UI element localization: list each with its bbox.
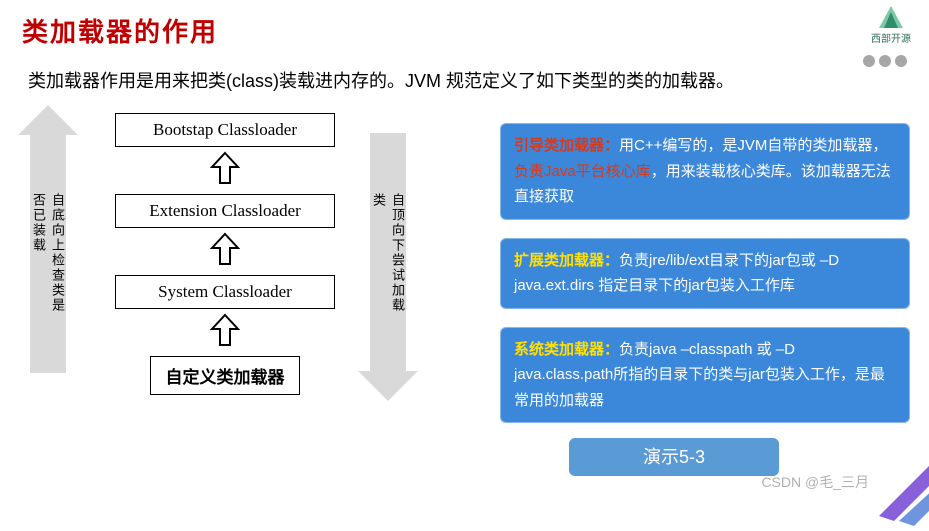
corner-decoration — [859, 446, 929, 526]
box-extension: Extension Classloader — [115, 194, 335, 228]
up-arrow-icon — [110, 313, 340, 352]
classloader-diagram: 自底向上检查类是否已装载 自顶向下尝试加载类 Bootstap Classloa… — [30, 113, 480, 403]
arrow-up: 自底向上检查类是否已装载 — [30, 133, 66, 373]
info-system: 系统类加载器：负责java –classpath 或 –D java.class… — [500, 327, 910, 424]
arrow-down: 自顶向下尝试加载类 — [370, 133, 406, 373]
demo-button[interactable]: 演示5-3 — [569, 438, 779, 476]
watermark: CSDN @毛_三月 — [761, 472, 869, 492]
box-bootstrap: Bootstap Classloader — [115, 113, 335, 147]
arrow-up-label: 自底向上检查类是否已装载 — [29, 193, 67, 313]
intro-text: 类加载器作用是用来把类(class)装载进内存的。JVM 规范定义了如下类型的类… — [0, 57, 929, 93]
logo-text: 西部开源 — [871, 30, 911, 45]
info-highlight: 负责Java平台核心库 — [514, 163, 651, 180]
up-arrow-icon — [110, 151, 340, 190]
brand-logo: 西部开源 — [871, 6, 911, 45]
info-body: 用C++编写的，是JVM自带的类加载器， — [619, 137, 887, 154]
info-lead: 系统类加载器： — [514, 341, 619, 358]
info-bootstrap: 引导类加载器：用C++编写的，是JVM自带的类加载器，负责Java平台核心库，用… — [500, 123, 910, 220]
info-column: 引导类加载器：用C++编写的，是JVM自带的类加载器，负责Java平台核心库，用… — [500, 113, 910, 441]
logo-icon — [879, 6, 903, 28]
info-lead: 引导类加载器： — [514, 137, 619, 154]
info-extension: 扩展类加载器：负责jre/lib/ext目录下的jar包或 –D java.ex… — [500, 238, 910, 309]
page-title: 类加载器的作用 — [0, 0, 929, 57]
box-system: System Classloader — [115, 275, 335, 309]
pager-dots — [859, 54, 907, 72]
up-arrow-icon — [110, 232, 340, 271]
info-lead: 扩展类加载器： — [514, 252, 619, 269]
arrow-down-label: 自顶向下尝试加载类 — [369, 193, 407, 313]
box-custom: 自定义类加载器 — [150, 356, 300, 395]
